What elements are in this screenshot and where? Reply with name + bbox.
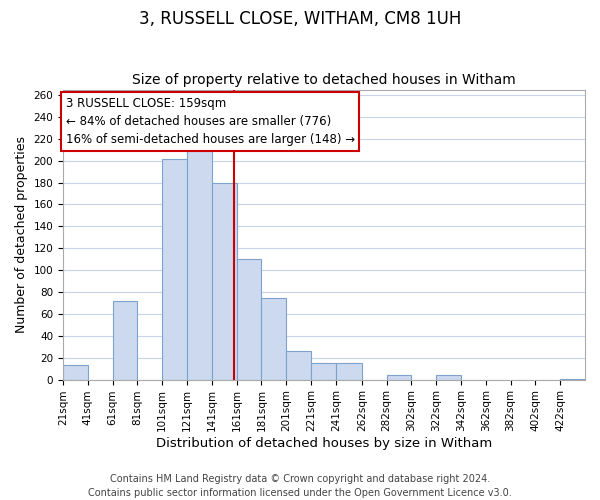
Bar (187, 150, 212, 380)
Bar (63, 366, 88, 380)
Bar (236, 259, 262, 380)
Title: Size of property relative to detached houses in Witham: Size of property relative to detached ho… (132, 73, 516, 87)
X-axis label: Distribution of detached houses by size in Witham: Distribution of detached houses by size … (156, 437, 492, 450)
Text: 3 RUSSELL CLOSE: 159sqm
← 84% of detached houses are smaller (776)
16% of semi-d: 3 RUSSELL CLOSE: 159sqm ← 84% of detache… (65, 97, 355, 146)
Y-axis label: Number of detached properties: Number of detached properties (15, 136, 28, 333)
Bar (113, 301, 137, 380)
Text: 3, RUSSELL CLOSE, WITHAM, CM8 1UH: 3, RUSSELL CLOSE, WITHAM, CM8 1UH (139, 10, 461, 28)
Bar (162, 158, 187, 380)
Bar (386, 375, 412, 380)
Bar (336, 363, 362, 380)
Bar (311, 363, 336, 380)
Bar (560, 378, 585, 380)
Bar (212, 182, 236, 380)
Bar (436, 375, 461, 380)
Text: Contains HM Land Registry data © Crown copyright and database right 2024.
Contai: Contains HM Land Registry data © Crown c… (88, 474, 512, 498)
Bar (286, 351, 311, 380)
Bar (262, 298, 286, 380)
